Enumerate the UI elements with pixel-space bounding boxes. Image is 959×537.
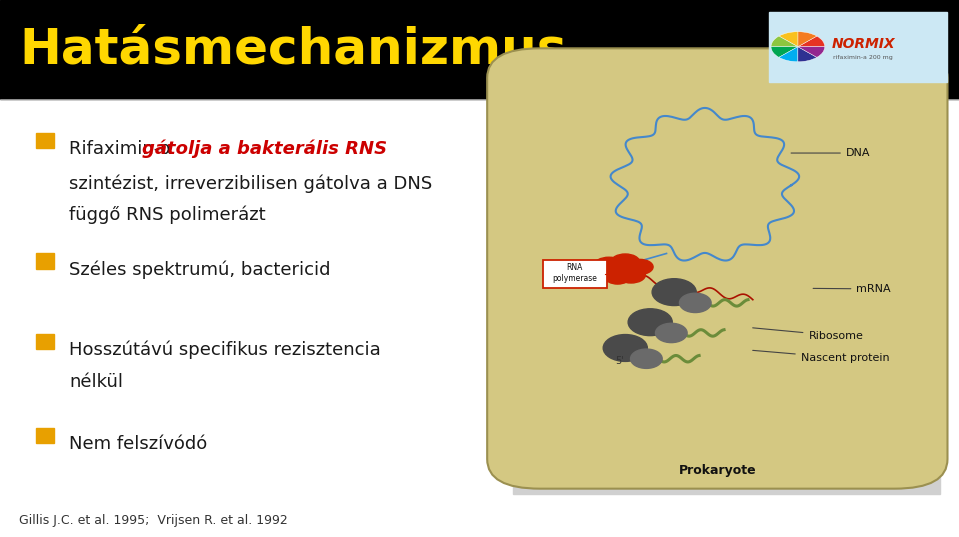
Text: Nem felszívódó: Nem felszívódó xyxy=(69,435,207,453)
Wedge shape xyxy=(798,47,817,62)
Bar xyxy=(36,334,54,349)
Wedge shape xyxy=(798,32,817,47)
Circle shape xyxy=(594,257,624,274)
Bar xyxy=(0,0,959,99)
Circle shape xyxy=(626,259,653,274)
Bar xyxy=(769,12,947,82)
Text: 5': 5' xyxy=(615,356,623,366)
Text: Széles spektrumú, bactericid: Széles spektrumú, bactericid xyxy=(69,260,331,279)
FancyBboxPatch shape xyxy=(543,260,607,288)
Text: Gillis J.C. et al. 1995;  Vrijsen R. et al. 1992: Gillis J.C. et al. 1995; Vrijsen R. et a… xyxy=(19,514,288,527)
Ellipse shape xyxy=(631,349,662,368)
Bar xyxy=(36,133,54,148)
Wedge shape xyxy=(798,47,825,57)
Bar xyxy=(36,428,54,443)
Bar xyxy=(36,253,54,268)
Text: rifaximin-a 200 mg: rifaximin-a 200 mg xyxy=(833,55,893,60)
Ellipse shape xyxy=(652,279,696,306)
Wedge shape xyxy=(798,36,825,47)
Circle shape xyxy=(605,270,630,284)
Bar xyxy=(513,54,940,494)
Text: gátolja a bakterális RNS: gátolja a bakterális RNS xyxy=(142,140,386,158)
Text: szintézist, irreverzibilisen gátolva a DNS: szintézist, irreverzibilisen gátolva a D… xyxy=(69,175,433,193)
Text: Hosszútávú specifikus rezisztencia: Hosszútávú specifikus rezisztencia xyxy=(69,341,381,359)
Text: nélkül: nélkül xyxy=(69,373,123,391)
Text: DNA: DNA xyxy=(791,148,871,158)
FancyBboxPatch shape xyxy=(487,48,947,489)
Text: függő RNS polimerázt: függő RNS polimerázt xyxy=(69,206,266,224)
Text: Rifaximin-α: Rifaximin-α xyxy=(69,140,178,158)
Text: Ribosome: Ribosome xyxy=(753,328,863,340)
Text: mRNA: mRNA xyxy=(813,284,891,294)
Text: NORMIX: NORMIX xyxy=(831,37,895,51)
Bar xyxy=(0,99,959,537)
Ellipse shape xyxy=(603,335,647,361)
Wedge shape xyxy=(779,47,798,62)
Ellipse shape xyxy=(656,323,688,343)
Text: RNA
polymerase: RNA polymerase xyxy=(552,263,596,283)
Circle shape xyxy=(611,254,640,270)
Ellipse shape xyxy=(679,293,712,313)
Text: Prokaryote: Prokaryote xyxy=(679,464,756,477)
Ellipse shape xyxy=(628,309,672,336)
Wedge shape xyxy=(771,36,798,47)
Text: Nascent protein: Nascent protein xyxy=(753,350,889,363)
Circle shape xyxy=(617,267,645,283)
Text: Hatásmechanizmus: Hatásmechanizmus xyxy=(19,26,567,74)
Wedge shape xyxy=(779,32,798,47)
Wedge shape xyxy=(771,47,798,57)
